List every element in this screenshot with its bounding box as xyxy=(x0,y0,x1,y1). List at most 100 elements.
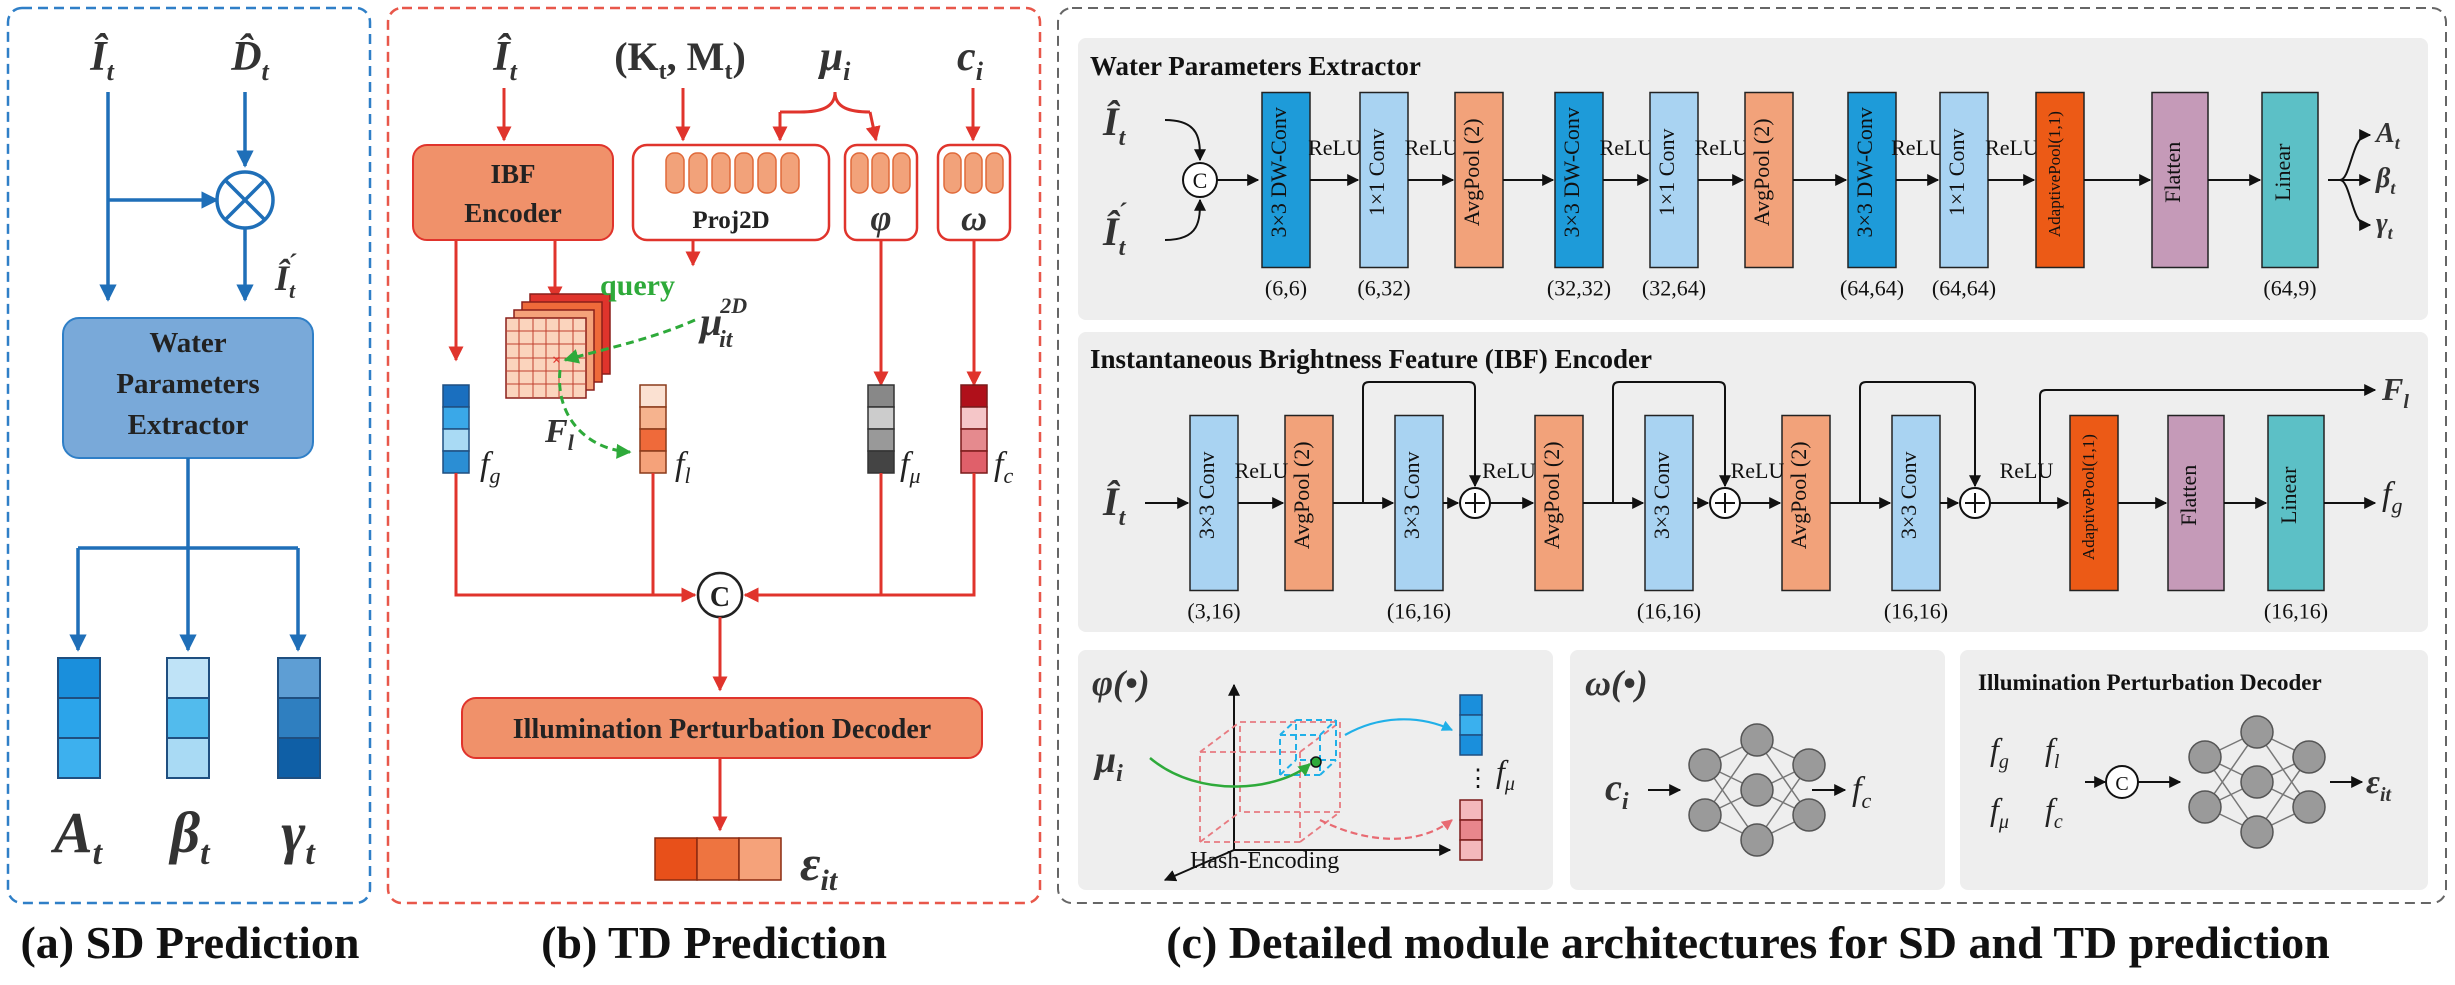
fc-label: fc xyxy=(994,446,1013,488)
ibf-block-dim-6: (16,16) xyxy=(1884,599,1948,624)
wpe-block-label-10: Linear xyxy=(2270,143,2295,201)
phi-label: φ xyxy=(870,198,891,238)
wpe-block-6: 3×3 DW-Conv (64,64) xyxy=(1840,91,1904,301)
caption-a: (a) SD Prediction xyxy=(20,917,359,968)
fmu-vector xyxy=(867,384,895,474)
ibf-line-1: IBF xyxy=(490,159,535,189)
ibf-block-7: AdaptivePool(1,1) xyxy=(2069,414,2119,592)
wpe-block-chain: 3×3 DW-Conv(6,6)ReLU 1×1 Conv(6,32)ReLU Av… xyxy=(1261,91,2319,301)
wpe-block-dim-7: (64,64) xyxy=(1932,276,1996,301)
query-arrow xyxy=(563,318,696,364)
ipd-mlp-icon xyxy=(2188,715,2326,849)
wpe-block-2: AvgPool (2) xyxy=(1454,91,1504,269)
phi-mu: μi xyxy=(1093,739,1123,787)
wpe-block-dim-4: (32,64) xyxy=(1642,276,1706,301)
wpe-out-a: At xyxy=(2374,118,2401,153)
wpe-out-gamma: γt xyxy=(2376,208,2394,243)
ibf-block-label-2: 3×3 Conv xyxy=(1399,452,1424,540)
wpe-out-beta: βt xyxy=(2375,163,2396,198)
extractor-line-2: Parameters xyxy=(116,368,259,400)
fg-label: fg xyxy=(480,446,500,488)
ibf-block-chain: 3×3 Conv (3,16) AvgPool (2) 3×3 Conv (16,16)… xyxy=(1187,381,2377,624)
residual-add-icon-0 xyxy=(1459,487,1491,519)
wpe-block-9: Flatten xyxy=(2151,91,2209,269)
ibf-block-6: 3×3 Conv (16,16) xyxy=(1884,414,1948,624)
extractor-line-3: Extractor xyxy=(128,409,249,441)
omega-mlp-icon xyxy=(1688,723,1826,857)
vector-gamma xyxy=(277,657,321,779)
ipd-label-b: Illumination Perturbation Decoder xyxy=(513,714,931,745)
ibf-block-dim-4: (16,16) xyxy=(1637,599,1701,624)
hash-encoding-label: Hash-Encoding xyxy=(1190,848,1339,874)
proj2d-label: Proj2D xyxy=(692,207,769,234)
ibf-block-label-5: AvgPool (2) xyxy=(1786,441,1811,549)
phi-panel xyxy=(1078,650,1553,890)
ibf-block-4: 3×3 Conv (16,16) xyxy=(1637,414,1701,624)
panel-td-prediction: Ît (Kt, Mt) μi ci IBF Encoder Proj2D xyxy=(386,6,1042,968)
ibf-block-label-9: Linear xyxy=(2276,466,2301,524)
wpe-block-label-8: AdaptivePool(1,1) xyxy=(2045,111,2064,237)
ibf-relu-2: ReLU xyxy=(1731,458,1785,483)
wpe-relu-1: ReLU xyxy=(1405,135,1459,160)
svg-text:C: C xyxy=(2115,773,2128,795)
phi-out-vector-top xyxy=(1459,694,1483,756)
ibf-input: Ît xyxy=(1102,479,1127,531)
wpe-block-label-1: 1×1 Conv xyxy=(1364,129,1389,217)
ibf-block-label-4: 3×3 Conv xyxy=(1649,452,1674,540)
ibf-block-label-0: 3×3 Conv xyxy=(1194,452,1219,540)
concat-icon-b: C xyxy=(696,571,744,619)
wpe-block-7: 1×1 Conv (64,64) xyxy=(1932,91,1996,301)
fl-grid-label: Fl xyxy=(544,413,575,455)
omega-panel xyxy=(1570,650,1945,890)
phi-title: φ(•) xyxy=(1092,663,1150,703)
panel-sd-prediction: Ît D̂t Ît´ Water Parameters Extractor xyxy=(6,6,372,968)
residual-add-icon-1 xyxy=(1709,487,1741,519)
caption-c: (c) Detailed module architectures for SD… xyxy=(1166,917,2330,968)
ipd-eps: εit xyxy=(2366,764,2393,806)
feature-grid-stack: × xyxy=(505,293,611,399)
fg-vector xyxy=(442,384,470,474)
mu-split-brace xyxy=(780,91,871,114)
output-beta: βt xyxy=(168,800,211,872)
ibf-encoder-box xyxy=(412,144,614,241)
wpe-block-label-6: 3×3 DW-Conv xyxy=(1852,107,1877,237)
svg-text:C: C xyxy=(710,582,730,613)
ibf-block-dim-0: (3,16) xyxy=(1187,599,1240,624)
mu-2d-label: μ2D it xyxy=(698,293,747,353)
wpe-block-10: Linear (64,9) xyxy=(2261,91,2319,301)
mid-i-hat-prime: Ît´ xyxy=(274,249,297,303)
ibf-block-9: Linear (16,16) xyxy=(2264,414,2328,624)
fl-label: fl xyxy=(675,446,691,488)
wpe-relu-3: ReLU xyxy=(1600,135,1654,160)
wpe-relu-7: ReLU xyxy=(1985,135,2039,160)
extractor-line-1: Water xyxy=(149,327,226,359)
concat-icon-wpe: C xyxy=(1182,162,1218,198)
wpe-block-3: 3×3 DW-Conv (32,32) xyxy=(1547,91,1611,301)
phi-out-vector-bottom xyxy=(1459,799,1483,861)
fc-vector xyxy=(960,384,988,474)
ibf-line-2: Encoder xyxy=(464,198,562,228)
ibf-relu-0: ReLU xyxy=(1235,458,1289,483)
input-c: ci xyxy=(957,34,984,86)
branch-lines xyxy=(78,458,298,550)
phi-dots: ⋮ xyxy=(1466,766,1490,792)
wpe-block-label-2: AvgPool (2) xyxy=(1459,118,1484,226)
proj2d-cells xyxy=(665,152,800,194)
ibf-block-dim-9: (16,16) xyxy=(2264,599,2328,624)
ipd-panel xyxy=(1960,650,2428,890)
sample-arrow xyxy=(558,369,632,459)
wpe-block-label-0: 3×3 DW-Conv xyxy=(1266,107,1291,237)
panel-detailed-architectures: Water Parameters Extractor Ît Ît´ C 3×3 … xyxy=(1057,7,2447,968)
wpe-block-dim-1: (6,32) xyxy=(1357,276,1410,301)
wpe-block-dim-0: (6,6) xyxy=(1265,276,1307,301)
ibf-block-5: AvgPool (2) xyxy=(1781,414,1831,592)
concat-icon-ipd: C xyxy=(2105,765,2139,799)
ibf-title: Instantaneous Brightness Feature (IBF) E… xyxy=(1090,344,1652,374)
wpe-input-1: Ît xyxy=(1102,99,1127,151)
omega-c: ci xyxy=(1605,767,1629,815)
wpe-relu-4: ReLU xyxy=(1695,135,1749,160)
wpe-relu-0: ReLU xyxy=(1308,135,1362,160)
ibf-block-label-7: AdaptivePool(1,1) xyxy=(2079,434,2098,560)
panel-b-border xyxy=(386,6,1042,905)
